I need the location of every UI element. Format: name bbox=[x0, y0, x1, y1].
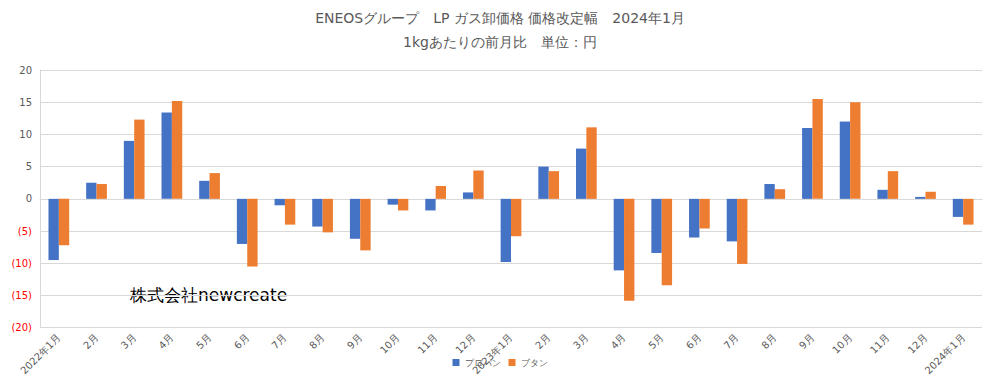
svg-text:(10): (10) bbox=[11, 258, 32, 269]
svg-text:8月: 8月 bbox=[759, 332, 778, 351]
svg-text:9月: 9月 bbox=[345, 332, 364, 351]
svg-text:12月: 12月 bbox=[906, 332, 930, 356]
svg-text:株式会社newcreate: 株式会社newcreate bbox=[129, 285, 287, 305]
svg-text:(20): (20) bbox=[11, 322, 32, 333]
svg-text:7月: 7月 bbox=[722, 332, 741, 351]
svg-text:プロパン: プロパン bbox=[465, 358, 501, 368]
svg-text:1kgあたりの前月比 単位：円: 1kgあたりの前月比 単位：円 bbox=[403, 34, 597, 50]
svg-text:11月: 11月 bbox=[868, 332, 892, 356]
svg-text:2月: 2月 bbox=[81, 332, 100, 351]
svg-text:ENEOSグループ LP ガス卸価格 価格改定幅 2024年: ENEOSグループ LP ガス卸価格 価格改定幅 2024年1月 bbox=[315, 10, 685, 26]
svg-text:4月: 4月 bbox=[609, 332, 628, 351]
svg-text:2024年1月: 2024年1月 bbox=[923, 332, 967, 376]
svg-text:6月: 6月 bbox=[684, 332, 703, 351]
svg-text:0: 0 bbox=[26, 193, 32, 204]
svg-text:2月: 2月 bbox=[533, 332, 552, 351]
svg-text:(15): (15) bbox=[11, 290, 32, 301]
svg-text:10月: 10月 bbox=[830, 332, 854, 356]
svg-text:(5): (5) bbox=[18, 226, 32, 237]
svg-text:10: 10 bbox=[19, 129, 32, 140]
svg-text:2023年1月: 2023年1月 bbox=[471, 332, 515, 376]
svg-text:8月: 8月 bbox=[307, 332, 326, 351]
svg-text:10月: 10月 bbox=[378, 332, 402, 356]
svg-text:5: 5 bbox=[26, 161, 32, 172]
svg-text:5月: 5月 bbox=[194, 332, 213, 351]
svg-text:9月: 9月 bbox=[797, 332, 816, 351]
svg-text:20: 20 bbox=[19, 65, 32, 76]
svg-text:11月: 11月 bbox=[416, 332, 440, 356]
svg-text:6月: 6月 bbox=[232, 332, 251, 351]
svg-text:3月: 3月 bbox=[119, 332, 138, 351]
svg-text:7月: 7月 bbox=[269, 332, 288, 351]
svg-text:15: 15 bbox=[19, 97, 32, 108]
svg-text:4月: 4月 bbox=[156, 332, 175, 351]
svg-text:ブタン: ブタン bbox=[521, 358, 548, 368]
svg-text:5月: 5月 bbox=[646, 332, 665, 351]
svg-text:2022年1月: 2022年1月 bbox=[18, 332, 62, 376]
svg-text:3月: 3月 bbox=[571, 332, 590, 351]
svg-text:12月: 12月 bbox=[453, 332, 477, 356]
